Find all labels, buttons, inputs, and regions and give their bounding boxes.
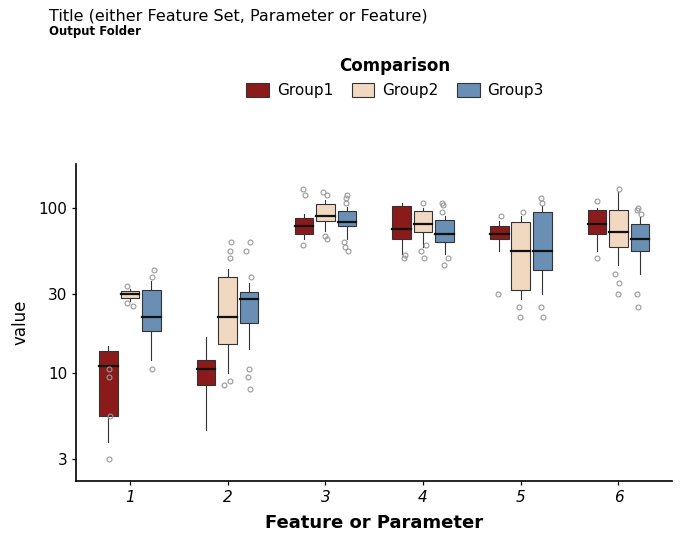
Bar: [490, 226, 509, 239]
Text: Output Folder: Output Folder: [49, 25, 141, 38]
Bar: [511, 222, 530, 290]
Bar: [218, 277, 237, 344]
Bar: [435, 220, 454, 242]
X-axis label: Feature or Parameter: Feature or Parameter: [265, 514, 483, 532]
Bar: [295, 218, 313, 234]
Bar: [631, 224, 649, 251]
Bar: [609, 210, 628, 247]
Bar: [142, 290, 161, 331]
Bar: [392, 206, 411, 239]
Bar: [337, 211, 356, 226]
Y-axis label: value: value: [12, 300, 30, 345]
Bar: [99, 352, 118, 416]
Bar: [414, 211, 432, 232]
Legend: Group1, Group2, Group3: Group1, Group2, Group3: [247, 57, 543, 98]
Bar: [588, 210, 606, 234]
Bar: [197, 360, 216, 385]
Text: Title (either Feature Set, Parameter or Feature): Title (either Feature Set, Parameter or …: [49, 8, 427, 23]
Bar: [121, 291, 139, 298]
Bar: [316, 204, 335, 222]
Bar: [533, 212, 552, 270]
Bar: [240, 292, 258, 323]
